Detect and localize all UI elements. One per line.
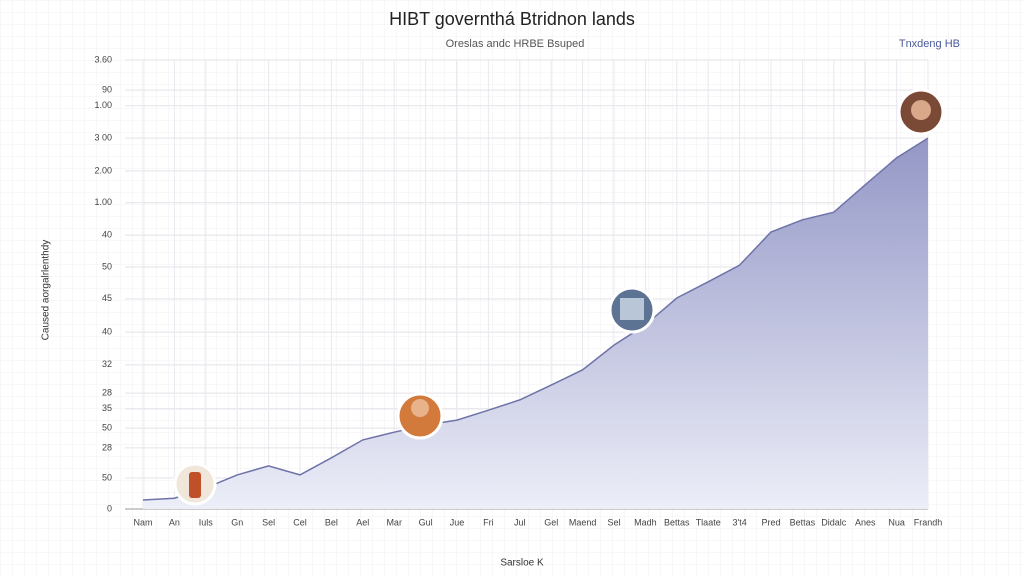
x-tick-label: Gn: [231, 517, 243, 527]
area-line: [142, 137, 929, 501]
y-tick-label: 40: [102, 326, 112, 336]
x-axis-label: Sarsloe K: [500, 558, 544, 569]
x-tick-label: Bel: [325, 517, 338, 527]
x-tick-label: Madh: [634, 517, 657, 527]
y-tick-label: 3.60: [94, 54, 112, 64]
y-tick-label: 28: [102, 442, 112, 452]
legend-label: Tnxdeng HB: [899, 38, 960, 50]
x-tick-label: Iuls: [199, 517, 214, 527]
x-tick-label: Gel: [544, 517, 558, 527]
x-tick-label: Frandh: [914, 517, 943, 527]
plot-area: 0 50 28 50 35 28 32 40 45 50 40 1.00 2.00 3 00 1.00 90 3…: [94, 54, 942, 527]
y-tick-label: 2.00: [94, 165, 112, 175]
avatar-figure: [189, 472, 201, 498]
x-tick-label: Bettas: [664, 517, 690, 527]
y-tick-label: 50: [102, 261, 112, 271]
x-tick-label: Tlaate: [696, 517, 721, 527]
y-tick-label: 40: [102, 229, 112, 239]
y-tick-label: 28: [102, 388, 112, 398]
avatars: [173, 88, 945, 506]
y-tick-label: 90: [102, 84, 112, 94]
area-fill: [143, 138, 928, 509]
x-tick-label: Pred: [761, 517, 780, 527]
x-tick-label: Cel: [293, 517, 307, 527]
avatar-face: [411, 399, 429, 417]
x-tick-label: Maend: [569, 517, 597, 527]
x-tick-label: Jue: [450, 517, 465, 527]
x-tick-label: Sel: [262, 517, 275, 527]
y-tick-label: 3 00: [94, 133, 112, 143]
chart-subtitle: Oreslas andc HRBE Bsuped: [446, 38, 585, 50]
y-tick-label: 45: [102, 293, 112, 303]
x-tick-label: Gul: [419, 517, 433, 527]
y-tick-label: 1.00: [94, 100, 112, 110]
y-tick-label: 32: [102, 359, 112, 369]
x-tick-label: Jul: [514, 517, 526, 527]
chart-title: HIBT governthá Btridnon lands: [389, 9, 635, 29]
x-tick-label: 3't4: [732, 517, 746, 527]
y-axis-label: Caused aorgalrlenthdy: [41, 240, 52, 341]
x-tick-label: Sel: [607, 517, 620, 527]
y-tick-label: 0: [107, 503, 112, 513]
avatar-face: [911, 100, 931, 120]
x-tick-label: Nua: [888, 517, 905, 527]
avatar-building: [620, 298, 644, 320]
x-tick-label: An: [169, 517, 180, 527]
y-tick-label: 1.00: [94, 197, 112, 207]
x-tick-label: Mar: [386, 517, 402, 527]
y-tick-label: 50: [102, 472, 112, 482]
x-tick-label: Ael: [356, 517, 369, 527]
x-tick-label: Fri: [483, 517, 494, 527]
y-tick-label: 35: [102, 403, 112, 413]
y-tick-label: 50: [102, 423, 112, 433]
x-tick-label: Nam: [133, 517, 152, 527]
x-tick-label: Bettas: [790, 517, 816, 527]
x-tick-label: Didalc: [821, 517, 847, 527]
x-tick-label: Anes: [855, 517, 876, 527]
